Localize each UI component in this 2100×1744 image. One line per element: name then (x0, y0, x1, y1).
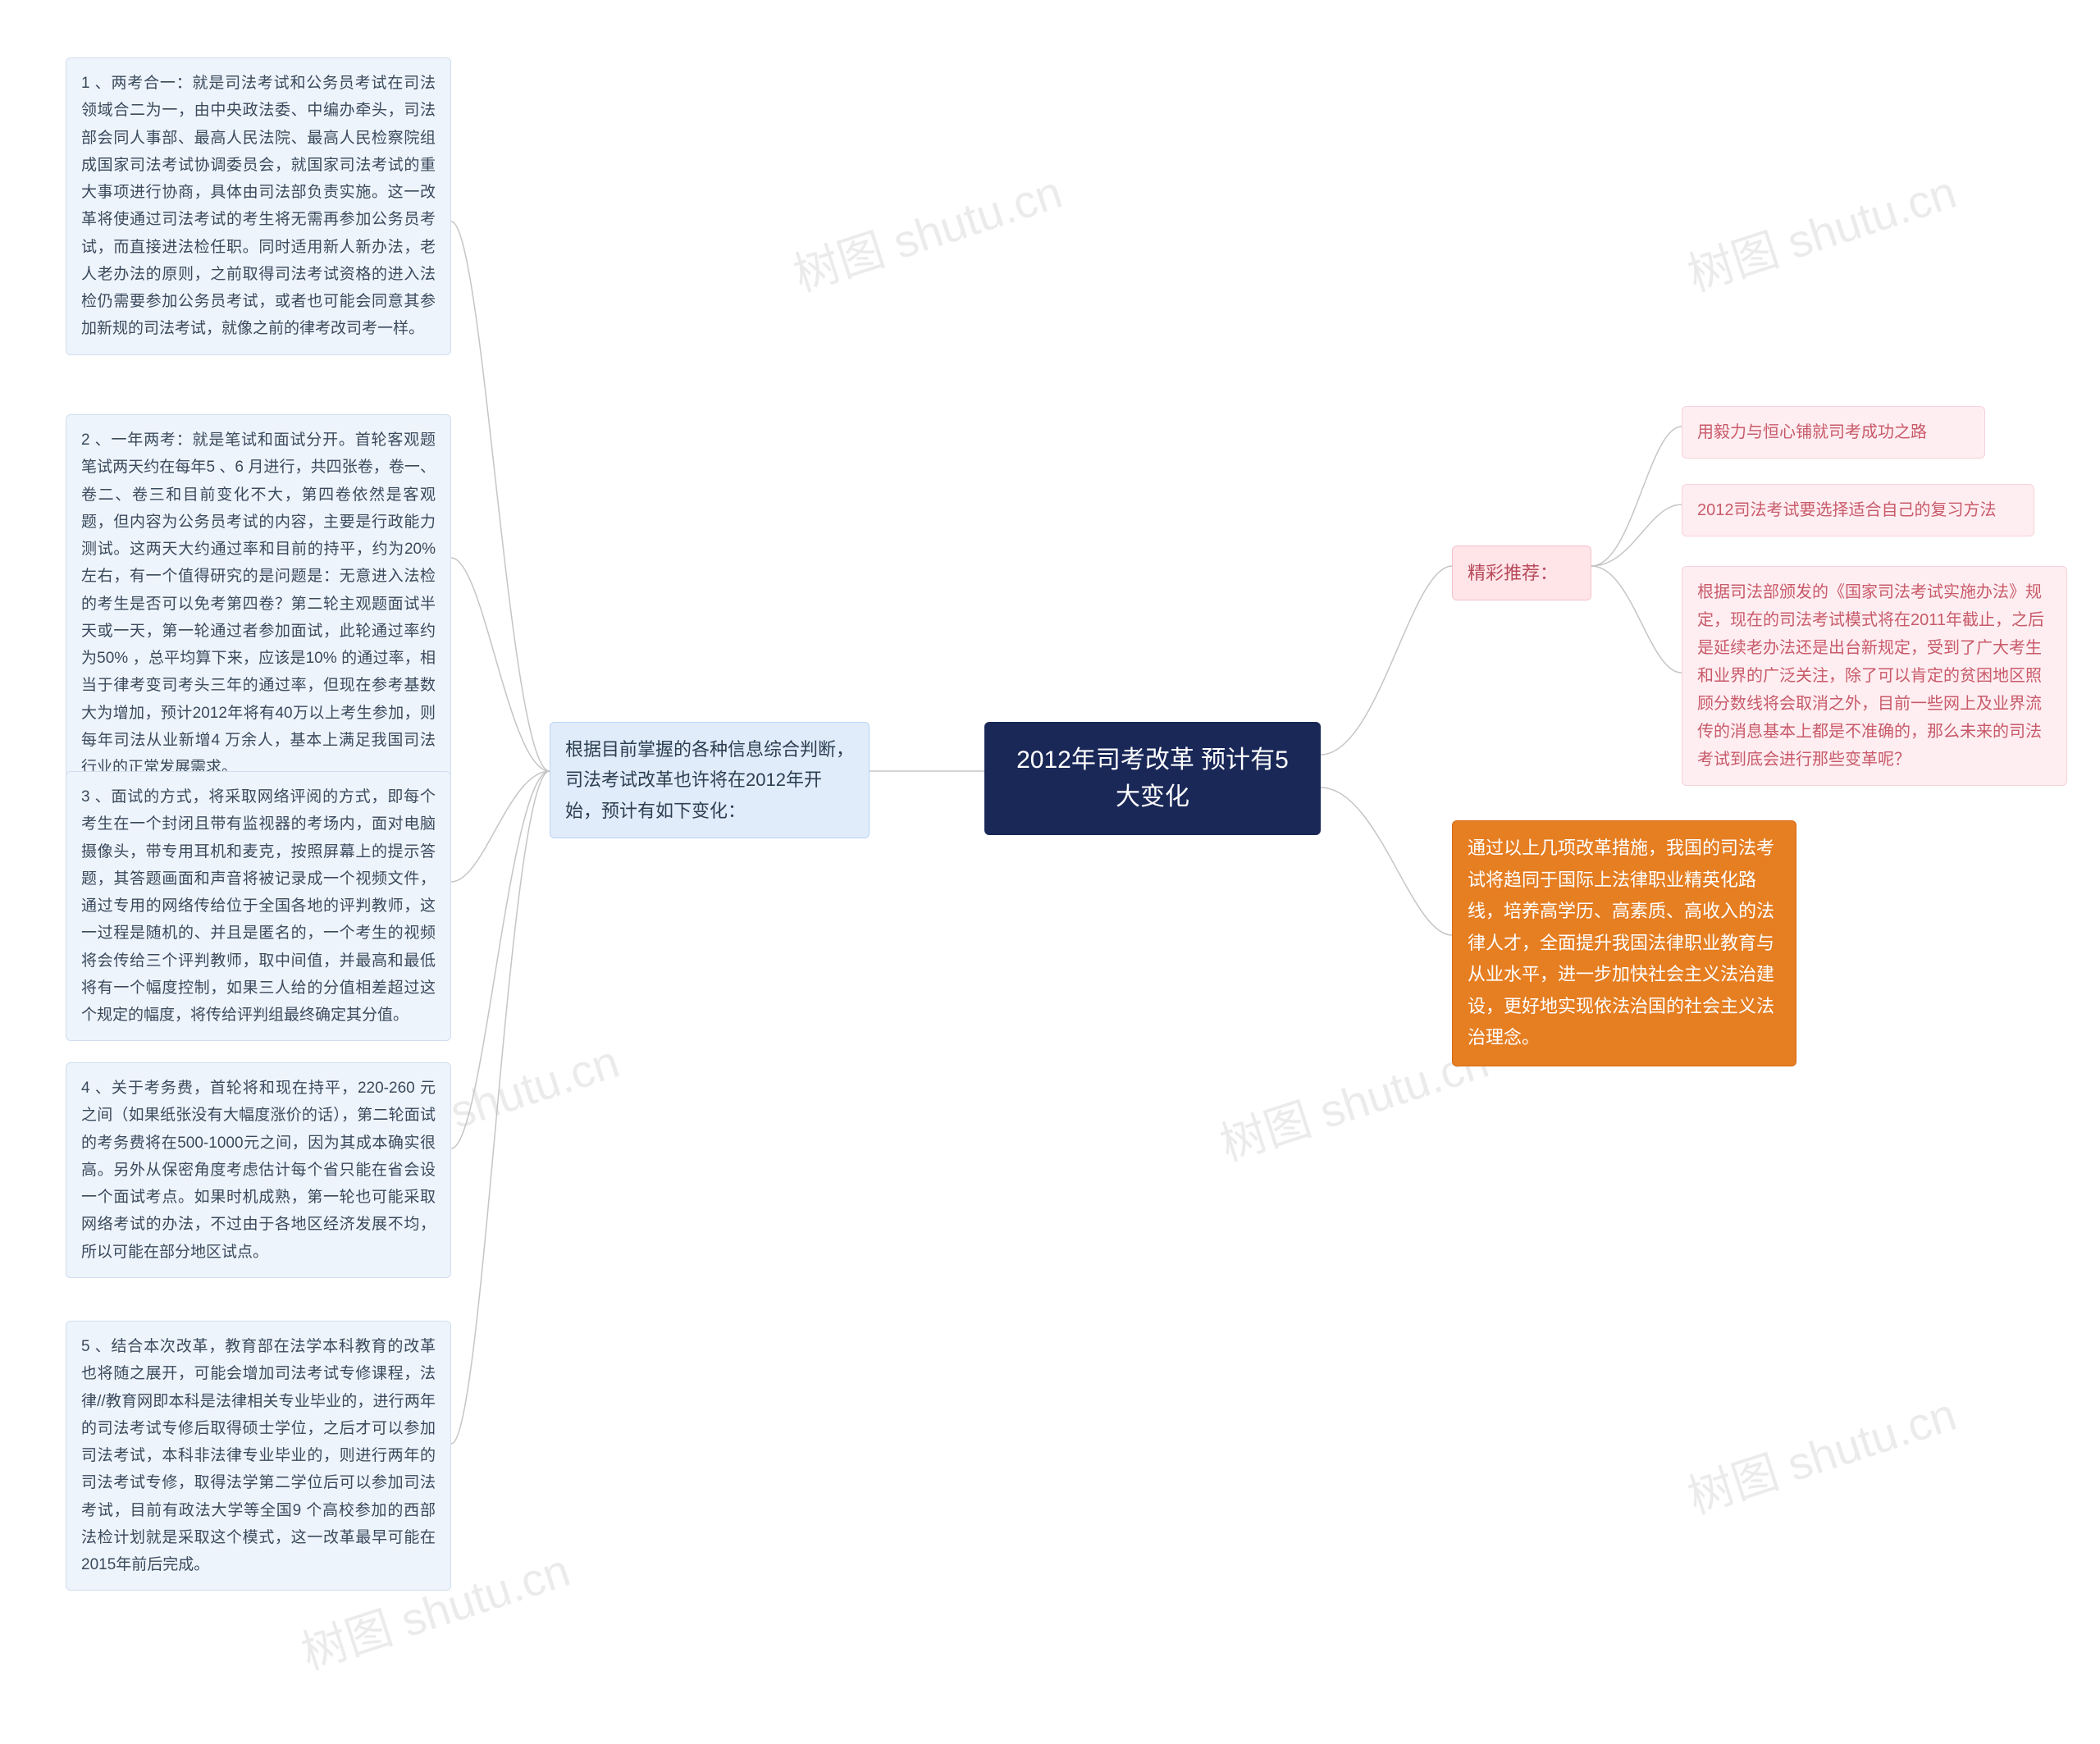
left-leaf-5: 5 、结合本次改革，教育部在法学本科教育的改革也将随之展开，可能会增加司法考试专… (66, 1321, 451, 1591)
left-leaf-2: 2 、一年两考：就是笔试和面试分开。首轮客观题笔试两天约在每年5 、6 月进行，… (66, 414, 451, 793)
watermark: 树图 shutu.cn (784, 156, 1070, 305)
recommend-item-3: 根据司法部颁发的《国家司法考试实施办法》规定，现在的司法考试模式将在2011年截… (1682, 566, 2067, 786)
recommend-item-1: 用毅力与恒心铺就司考成功之路 (1682, 406, 1985, 459)
watermark: 树图 shutu.cn (1678, 156, 1964, 305)
recommend-node: 精彩推荐： (1452, 546, 1591, 600)
left-parent-node: 根据目前掌握的各种信息综合判断，司法考试改革也许将在2012年开始，预计有如下变… (550, 722, 870, 838)
left-leaf-3: 3 、面试的方式，将采取网络评阅的方式，即每个考生在一个封闭且带有监视器的考场内… (66, 771, 451, 1041)
watermark: 树图 shutu.cn (1678, 1378, 1964, 1527)
orange-summary-node: 通过以上几项改革措施，我国的司法考试将趋同于国际上法律职业精英化路线，培养高学历… (1452, 820, 1796, 1066)
center-node: 2012年司考改革 预计有5大变化 (984, 722, 1321, 835)
left-leaf-4: 4 、关于考务费，首轮将和现在持平，220-260 元之间（如果纸张没有大幅度涨… (66, 1062, 451, 1278)
recommend-item-2: 2012司法考试要选择适合自己的复习方法 (1682, 484, 2034, 536)
left-leaf-1: 1 、两考合一：就是司法考试和公务员考试在司法领域合二为一，由中央政法委、中编办… (66, 57, 451, 355)
